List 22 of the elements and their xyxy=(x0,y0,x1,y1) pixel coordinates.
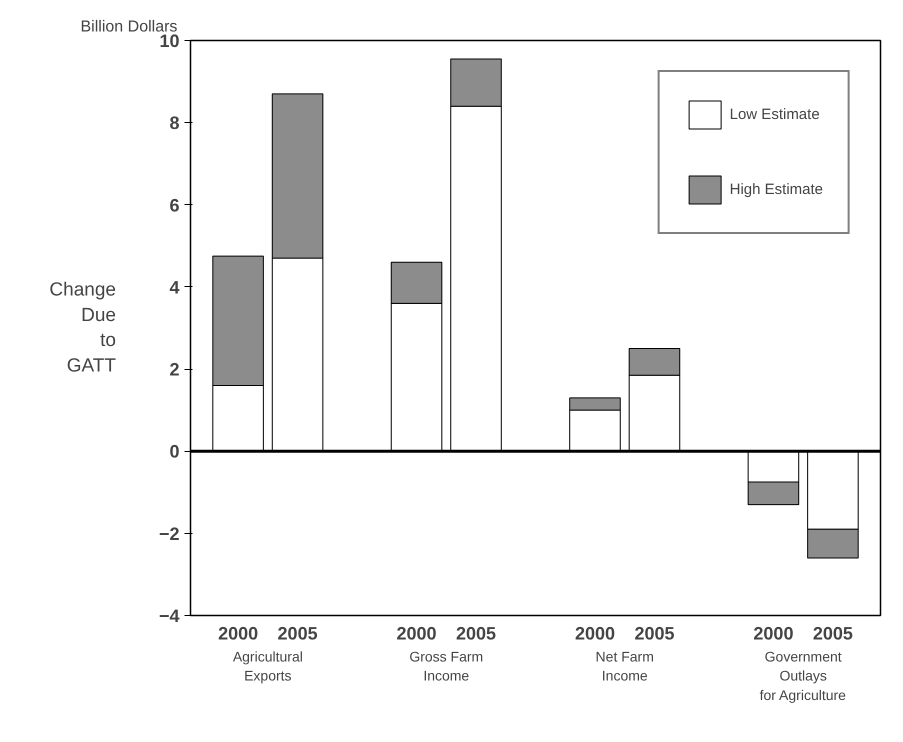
text: Gross Farm Income xyxy=(409,648,484,684)
x-tick-label: 2000 xyxy=(396,624,437,644)
x-tick-label: 2005 xyxy=(812,624,853,644)
y-tick-label: 6 xyxy=(169,195,180,216)
y-tick-label: −2 xyxy=(158,524,180,544)
y-tick-label: 2 xyxy=(169,360,180,380)
y-tick-label: −4 xyxy=(158,606,180,626)
x-tick-label: 2005 xyxy=(634,624,674,644)
y-tick-label: 4 xyxy=(169,277,180,298)
y-axis-title: Change Due to GATT xyxy=(49,280,116,376)
text: Net Farm Income xyxy=(596,648,654,684)
legend-label: High Estimate xyxy=(730,181,823,198)
x-tick-label: 2000 xyxy=(574,624,616,644)
x-tick-label: 2005 xyxy=(278,624,318,644)
y-tick-label: 8 xyxy=(169,113,180,134)
legend-label: Low Estimate xyxy=(730,106,820,123)
y-tick-label: 0 xyxy=(169,442,180,462)
text: Government Outlays for Agriculture xyxy=(760,648,846,703)
text: Agricultural Exports xyxy=(232,648,303,684)
x-tick-label: 2000 xyxy=(218,624,258,644)
x-tick-label: 2000 xyxy=(753,624,794,644)
x-tick-label: 2005 xyxy=(456,624,496,644)
